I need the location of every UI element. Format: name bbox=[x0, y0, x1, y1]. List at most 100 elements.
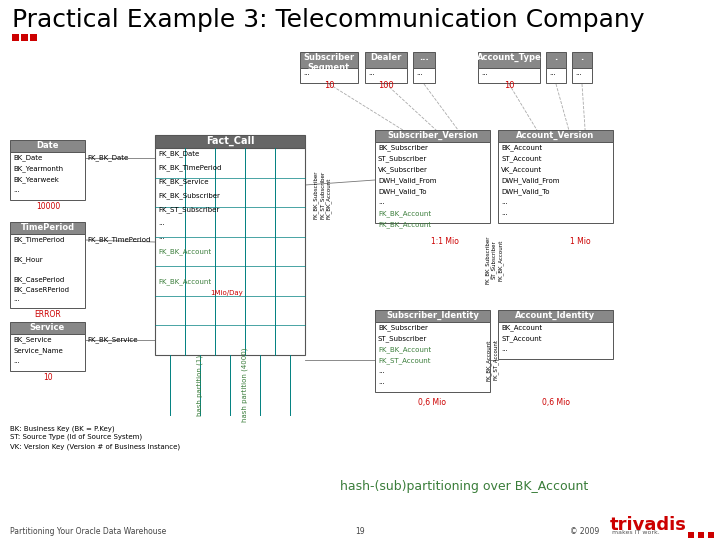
Text: FK_ST_Account: FK_ST_Account bbox=[378, 357, 431, 364]
Text: Account_Version: Account_Version bbox=[516, 131, 595, 140]
Text: TimePeriod: TimePeriod bbox=[20, 223, 75, 232]
Bar bbox=[155, 135, 305, 148]
Text: ERROR: ERROR bbox=[35, 310, 61, 319]
Text: ...: ... bbox=[13, 358, 19, 364]
Text: 10: 10 bbox=[43, 373, 53, 382]
Text: Date: Date bbox=[36, 141, 59, 150]
Text: DWH_Valid_From: DWH_Valid_From bbox=[378, 177, 436, 184]
Bar bbox=[688, 532, 694, 538]
Text: Partitioning Your Oracle Data Warehouse: Partitioning Your Oracle Data Warehouse bbox=[10, 527, 166, 536]
Text: makes IT work.: makes IT work. bbox=[612, 530, 660, 535]
Bar bbox=[30, 34, 37, 41]
Text: 10: 10 bbox=[324, 81, 334, 90]
Text: FK_BK_Account
FK_ST_Account: FK_BK_Account FK_ST_Account bbox=[486, 339, 498, 381]
Text: © 2009: © 2009 bbox=[570, 527, 599, 536]
Text: BK_Date: BK_Date bbox=[13, 154, 42, 161]
Text: BK_Hour: BK_Hour bbox=[13, 256, 42, 263]
Text: ...: ... bbox=[378, 199, 384, 205]
Text: 0,6 Mio: 0,6 Mio bbox=[541, 398, 570, 407]
Text: ...: ... bbox=[368, 70, 374, 76]
Text: BK_CasePeriod: BK_CasePeriod bbox=[13, 276, 64, 283]
Bar bbox=[498, 322, 613, 359]
Text: DWH_Valid_From: DWH_Valid_From bbox=[501, 177, 559, 184]
Text: ...: ... bbox=[501, 210, 508, 216]
Text: BK_Service: BK_Service bbox=[13, 336, 52, 343]
Text: Account_Identity: Account_Identity bbox=[516, 311, 595, 320]
Text: ST_Account: ST_Account bbox=[501, 155, 541, 162]
Text: FK_BK_Service: FK_BK_Service bbox=[158, 178, 209, 185]
Bar bbox=[375, 310, 490, 322]
Bar bbox=[300, 68, 358, 83]
Bar bbox=[375, 130, 490, 142]
Text: ...: ... bbox=[481, 70, 487, 76]
Bar bbox=[155, 148, 305, 355]
Text: .: . bbox=[554, 53, 557, 62]
Bar bbox=[478, 52, 540, 68]
Text: FK_BK_TimePeriod: FK_BK_TimePeriod bbox=[87, 236, 150, 243]
Text: FK_BK_Account: FK_BK_Account bbox=[158, 278, 211, 285]
Text: ...: ... bbox=[158, 234, 165, 240]
Text: Subscriber_Version: Subscriber_Version bbox=[387, 131, 478, 140]
Bar bbox=[300, 52, 358, 68]
Text: ...: ... bbox=[419, 53, 429, 62]
Bar bbox=[708, 532, 714, 538]
Text: Fact_Call: Fact_Call bbox=[206, 136, 254, 146]
Text: BK_Account: BK_Account bbox=[501, 144, 542, 151]
Bar bbox=[498, 310, 613, 322]
Text: Dealer: Dealer bbox=[370, 53, 402, 62]
Text: FK_BK_Date: FK_BK_Date bbox=[87, 154, 128, 161]
Text: BK_Account: BK_Account bbox=[501, 324, 542, 330]
Bar bbox=[698, 532, 704, 538]
Text: ...: ... bbox=[303, 70, 310, 76]
Text: ...: ... bbox=[378, 368, 384, 374]
Text: 1 Mio: 1 Mio bbox=[570, 237, 590, 246]
Text: FK_ST_Subscriber: FK_ST_Subscriber bbox=[158, 206, 220, 213]
Text: DWH_Valid_To: DWH_Valid_To bbox=[501, 188, 549, 195]
Text: FK_BK_Account: FK_BK_Account bbox=[378, 346, 431, 353]
Text: 10000: 10000 bbox=[36, 202, 60, 211]
Text: FK_BK_Subscriber
ST_Subscriber
FK_BK_Account: FK_BK_Subscriber ST_Subscriber FK_BK_Acc… bbox=[485, 236, 503, 284]
Text: hash-(sub)partitioning over BK_Account: hash-(sub)partitioning over BK_Account bbox=[340, 480, 588, 493]
Text: ...: ... bbox=[13, 187, 19, 193]
Bar bbox=[10, 334, 85, 371]
Bar bbox=[12, 34, 19, 41]
Bar bbox=[413, 52, 435, 68]
Text: 1Mio/Day: 1Mio/Day bbox=[210, 290, 243, 296]
Text: VK_Account: VK_Account bbox=[501, 166, 542, 173]
Bar bbox=[498, 130, 613, 142]
Text: ...: ... bbox=[13, 296, 19, 302]
Text: 1:1 Mio: 1:1 Mio bbox=[431, 237, 459, 246]
Text: ...: ... bbox=[501, 346, 508, 352]
Bar bbox=[375, 322, 490, 392]
Bar bbox=[10, 222, 85, 234]
Bar bbox=[546, 68, 566, 83]
Text: DWH_Valid_To: DWH_Valid_To bbox=[378, 188, 426, 195]
Bar bbox=[10, 234, 85, 308]
Bar bbox=[572, 68, 592, 83]
Text: 10: 10 bbox=[504, 81, 514, 90]
Text: Practical Example 3: Telecommunication Company: Practical Example 3: Telecommunication C… bbox=[12, 8, 644, 32]
Text: Subscriber
Segment: Subscriber Segment bbox=[303, 53, 354, 72]
Bar bbox=[10, 140, 85, 152]
Text: BK_TimePeriod: BK_TimePeriod bbox=[13, 236, 64, 243]
Text: FK_BK_Account: FK_BK_Account bbox=[158, 248, 211, 255]
Bar bbox=[21, 34, 28, 41]
Text: FK_BK_Account: FK_BK_Account bbox=[378, 221, 431, 228]
Bar bbox=[413, 68, 435, 83]
Text: ...: ... bbox=[501, 199, 508, 205]
Text: ...: ... bbox=[549, 70, 556, 76]
Text: BK_Subscriber: BK_Subscriber bbox=[378, 144, 428, 151]
Text: 100: 100 bbox=[378, 81, 394, 90]
Text: FK_BK_TimePeriod: FK_BK_TimePeriod bbox=[158, 164, 221, 171]
Bar bbox=[10, 152, 85, 200]
Text: VK: Version Key (Version # of Business Instance): VK: Version Key (Version # of Business I… bbox=[10, 443, 180, 449]
Text: ST_Subscriber: ST_Subscriber bbox=[378, 335, 427, 342]
Text: Service_Name: Service_Name bbox=[13, 347, 63, 354]
Text: ST_Account: ST_Account bbox=[501, 335, 541, 342]
Text: FK_BK_Subscriber: FK_BK_Subscriber bbox=[158, 192, 220, 199]
Text: hash partition (4000): hash partition (4000) bbox=[242, 348, 248, 422]
Text: BK_CaseRPeriod: BK_CaseRPeriod bbox=[13, 286, 69, 293]
Text: ...: ... bbox=[416, 70, 423, 76]
Bar bbox=[572, 52, 592, 68]
Text: 0,6 Mio: 0,6 Mio bbox=[418, 398, 446, 407]
